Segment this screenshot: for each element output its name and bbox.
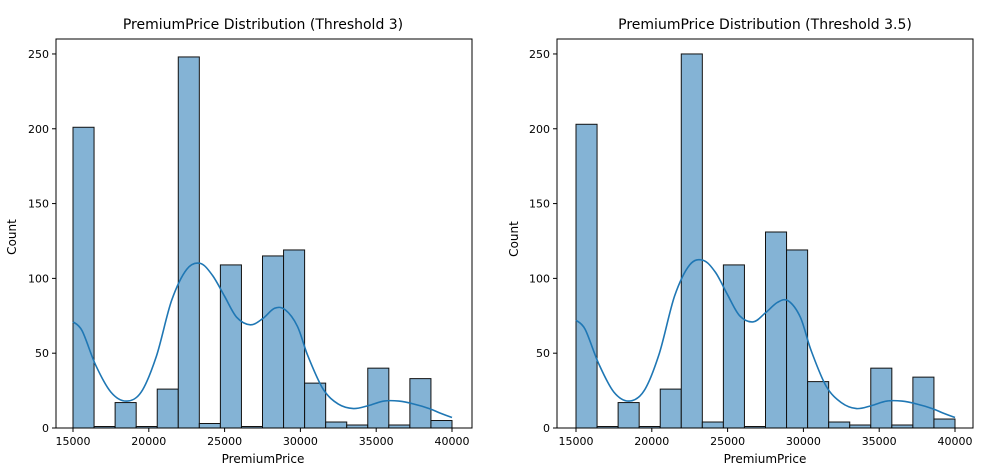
histogram-bar (114, 402, 137, 429)
histogram-bars (575, 53, 956, 429)
y-tick-label: 150 (28, 198, 49, 211)
histogram-bar (304, 382, 327, 429)
x-tick-label: 20000 (131, 435, 166, 448)
x-axis-label: PremiumPrice (222, 452, 305, 466)
y-tick-label: 50 (35, 347, 49, 360)
x-tick-label: 15000 (559, 435, 594, 448)
x-tick-label: 40000 (435, 435, 470, 448)
kde-curve (72, 262, 453, 419)
histogram-bar (617, 402, 640, 429)
chart-title: PremiumPrice Distribution (Threshold 3.5… (618, 17, 912, 33)
histogram-bar (912, 376, 935, 429)
histogram-bar (701, 421, 724, 429)
x-tick-label: 30000 (283, 435, 318, 448)
x-tick-label: 40000 (938, 435, 973, 448)
histogram-bar (828, 421, 851, 429)
histogram-bar (430, 420, 453, 429)
histogram-bar (786, 249, 809, 429)
histogram-bar (325, 421, 348, 429)
x-tick-label: 30000 (786, 435, 821, 448)
y-tick-label: 150 (529, 198, 550, 211)
subplot-threshold-3: PremiumPrice Distribution (Threshold 3) … (5, 17, 473, 466)
y-tick-label: 200 (529, 123, 550, 136)
kde-curve-group (72, 262, 453, 419)
chart-title: PremiumPrice Distribution (Threshold 3) (123, 17, 403, 33)
histogram-bar (262, 255, 285, 429)
histogram-bar (72, 126, 95, 429)
y-tick-label: 0 (42, 422, 49, 435)
x-tick-label: 25000 (710, 435, 745, 448)
histogram-bar (680, 53, 703, 429)
plot-frame (55, 38, 473, 429)
x-tick-label: 35000 (359, 435, 394, 448)
histogram-bar (575, 123, 598, 429)
histogram-bar (765, 231, 788, 429)
y-tick-label: 250 (28, 48, 49, 61)
y-tick-label: 200 (28, 123, 49, 136)
kde-curve-group (575, 258, 956, 419)
histogram-bar (722, 264, 745, 429)
y-tick-label: 50 (536, 347, 550, 360)
subplot-threshold-3-5: PremiumPrice Distribution (Threshold 3.5… (507, 17, 974, 466)
histogram-bar (367, 367, 390, 429)
y-tick-label: 250 (529, 48, 550, 61)
histogram-bar (219, 264, 242, 429)
histogram-bars (72, 56, 453, 429)
x-tick-label: 15000 (56, 435, 91, 448)
x-tick-label: 25000 (207, 435, 242, 448)
y-tick-label: 100 (529, 272, 550, 285)
plot-frame (556, 38, 974, 429)
axis-ticks: 15000 20000 25000 30000 35000 40000 0 50 100 150 2… (28, 48, 470, 448)
y-tick-label: 100 (28, 272, 49, 285)
y-tick-label: 0 (543, 422, 550, 435)
histogram-bar (198, 423, 221, 429)
histogram-bar (177, 56, 200, 429)
histogram-bar (807, 381, 830, 429)
y-axis-label: Count (507, 221, 521, 257)
histogram-bar (933, 418, 956, 429)
x-axis-label: PremiumPrice (724, 452, 807, 466)
x-tick-label: 20000 (634, 435, 669, 448)
histogram-bar (156, 388, 179, 429)
axis-ticks: 15000 20000 25000 30000 35000 40000 0 50 100 150 2… (529, 48, 973, 448)
histogram-bar (659, 388, 682, 429)
y-axis-label: Count (5, 219, 19, 255)
kde-curve (575, 258, 956, 419)
x-tick-label: 35000 (862, 435, 897, 448)
histogram-bar (870, 367, 893, 429)
